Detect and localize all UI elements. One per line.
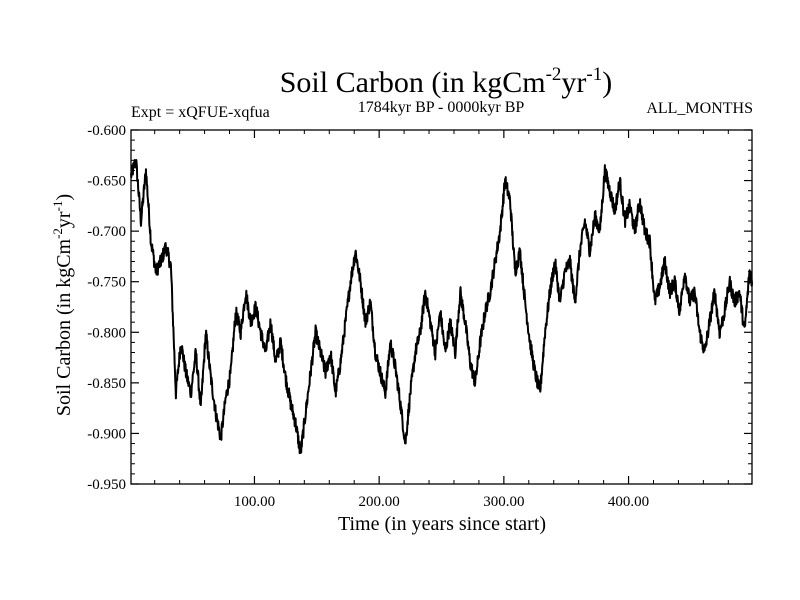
subtitle-center: 1784kyr BP - 0000kyr BP — [358, 99, 525, 116]
subtitle-left: Expt = xQFUE-xqfua — [131, 104, 270, 121]
y-axis: -0.600 -0.650 -0.700 -0.750 -0.800 -0.850 -0.9… — [87, 123, 752, 493]
chart-title-sup1: -2 — [546, 64, 562, 85]
y-tick-label-0: -0.600 — [87, 123, 126, 139]
chart-title-mid: yr — [561, 66, 586, 99]
chart-title-prefix: Soil Carbon (in kgCm — [280, 66, 546, 99]
subtitle-right: ALL_MONTHS — [646, 100, 753, 117]
y-tick-label-3: -0.750 — [87, 275, 126, 291]
x-tick-label-1: 200.00 — [359, 494, 400, 510]
y-label-sup1: -2 — [50, 228, 65, 239]
y-tick-label-6: -0.900 — [87, 426, 126, 442]
y-tick-label-1: -0.650 — [87, 174, 126, 190]
x-tick-label-2: 300.00 — [483, 494, 524, 510]
y-axis-label: Soil Carbon (in kgCm-2yr-1) — [50, 194, 75, 416]
y-tick-label-2: -0.700 — [87, 224, 126, 240]
chart-title-sup2: -1 — [586, 64, 602, 85]
chart-title-suffix: ) — [602, 66, 612, 99]
x-axis-label: Time (in years since start) — [338, 513, 546, 535]
y-tick-label-4: -0.800 — [87, 325, 126, 341]
y-tick-label-7: -0.950 — [87, 477, 126, 493]
y-label-mid: yr — [53, 211, 75, 228]
y-label-prefix: Soil Carbon (in kgCm — [53, 238, 75, 416]
x-tick-label-3: 400.00 — [608, 494, 649, 510]
y-label-suffix: ) — [53, 194, 75, 201]
y-tick-label-5: -0.850 — [87, 376, 126, 392]
series-line-soil-carbon — [130, 158, 753, 455]
x-axis: 100.00 200.00 300.00 400.00 — [154, 130, 729, 510]
x-tick-label-0: 100.00 — [234, 494, 275, 510]
plot-frame — [130, 129, 753, 485]
chart-title: Soil Carbon (in kgCm-2yr-1) — [280, 64, 613, 99]
y-label-sup2: -1 — [50, 201, 65, 212]
